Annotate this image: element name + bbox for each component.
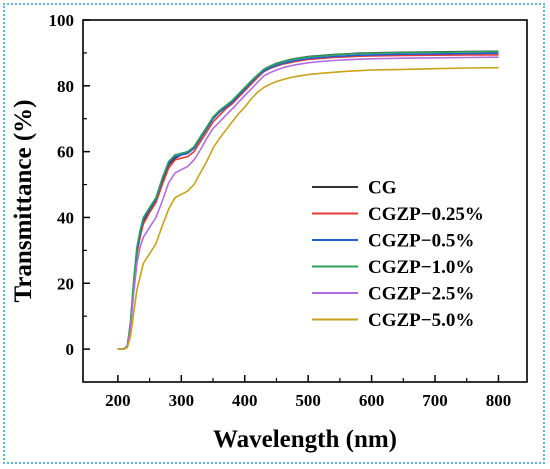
y-axis-title: Transmittance (%) — [10, 100, 37, 303]
x-tick-label: 500 — [295, 391, 321, 410]
y-tick-label: 80 — [57, 77, 74, 96]
y-tick-label: 40 — [57, 208, 74, 227]
series-line-3 — [117, 52, 499, 350]
series-line-6 — [117, 66, 499, 350]
series-line-5 — [117, 56, 499, 350]
legend-label-4: CGZP−1.0% — [368, 257, 474, 278]
y-tick-label: 60 — [57, 143, 74, 162]
x-tick-label: 700 — [422, 391, 448, 410]
legend-label-1: CG — [368, 178, 397, 199]
y-tick-label: 20 — [57, 274, 74, 293]
legend: CG CGZP−0.25% CGZP−0.5% CGZP−1.0% CGZP−2.5% C… — [312, 178, 484, 331]
y-tick-label: 100 — [49, 11, 75, 30]
figure-frame — [3, 3, 545, 464]
tick-labels: 200 300 400 500 600 700 800 0 20 40 60 80 100 — [49, 11, 512, 410]
x-axis-title: Wavelength (nm) — [213, 426, 397, 453]
series-line-2 — [117, 54, 499, 350]
x-tick-label: 600 — [359, 391, 385, 410]
legend-label-2: CGZP−0.25% — [368, 204, 484, 225]
x-tick-label: 300 — [169, 391, 195, 410]
legend-label-5: CGZP−2.5% — [368, 284, 474, 305]
plot-area — [82, 19, 528, 383]
legend-label-6: CGZP−5.0% — [368, 310, 474, 331]
x-tick-label: 400 — [232, 391, 258, 410]
x-tick-label: 200 — [105, 391, 131, 410]
legend-label-3: CGZP−0.5% — [368, 231, 474, 252]
y-tick-label: 0 — [66, 340, 75, 359]
series-layer — [117, 50, 499, 350]
x-tick-label: 800 — [486, 391, 512, 410]
series-line-4 — [117, 50, 499, 350]
